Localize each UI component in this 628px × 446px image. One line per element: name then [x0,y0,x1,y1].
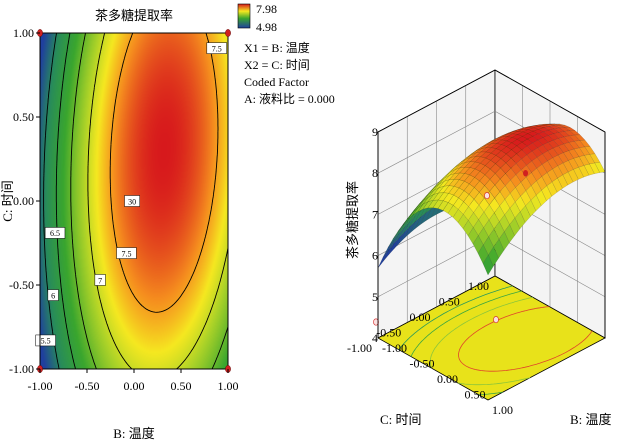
x-tick-label-0: -1.00 [28,379,53,393]
contour-chart: 茶多糖提取率 7.5 30 7.5 7 6.5 6 5.5 -1.00 -0.50 0.00 0.… [0,8,239,441]
legend-line-3: Coded Factor [244,75,309,89]
c-tick-label-0: 1.00 [468,279,489,293]
c-axis-ticks: 1.000.500.00-0.50-1.00 [347,279,489,355]
colorbar: 7.98 4.98 [237,2,277,34]
svg-text:7.5: 7.5 [212,44,222,53]
floor-contour-3 [458,306,593,372]
svg-text:7: 7 [98,276,102,285]
contour-label-1: 30 [124,195,140,207]
x-tick-label-2: 0.00 [124,379,145,393]
x-tick-label-4: 1.00 [218,379,239,393]
design-point-1 [225,29,231,37]
floor-contour-0 [398,285,513,350]
c-tick-label-2: 0.00 [410,310,431,324]
colorbar-max-label: 7.98 [256,2,277,16]
z-tick-label-0: 4 [372,331,378,345]
c-axis-label: C: 时间 [380,412,422,427]
x-tick-label-3: 0.50 [171,379,192,393]
b-tick-label-4: 1.00 [492,403,513,417]
response-surface [373,123,606,326]
contour-label-4: 6.5 [44,227,66,239]
y-tick-label-1: -0.50 [9,278,34,292]
contour-label-3: 7 [94,274,106,286]
floor-plane [377,275,606,401]
y-tick-label-2: 0.00 [13,194,34,208]
contour-label-0: 7.5 [206,42,227,54]
peak-point [523,170,529,177]
z-axis-label: 茶多糖提取率 [345,181,360,259]
z-tick-label-3: 7 [372,207,378,221]
contour-label-5: 6 [47,289,59,301]
z-tick-label-4: 8 [372,166,378,180]
svg-text:30: 30 [128,197,136,206]
contour-label-2: 7.5 [116,247,137,259]
y-tick-label-3: 0.50 [13,110,34,124]
legend-line-4: A: 液料比 = 0.000 [244,91,335,106]
edge-point-bottom [373,318,379,326]
svg-text:7.5: 7.5 [121,249,131,258]
y-tick-label-4: 1.00 [13,26,34,40]
b-tick-label-0: -1.00 [382,341,407,355]
factor-legend: X1 = B: 温度 X2 = C: 时间 Coded Factor A: 液料… [244,40,335,106]
floor-contour-1 [410,290,522,396]
y-axis-ticks: -1.00 -0.50 0.00 0.50 1.00 [9,26,40,376]
contour-line-1 [55,33,76,369]
z-axis-ticks: 4 5 6 7 8 9 [372,125,378,345]
svg-text:6.5: 6.5 [50,229,60,238]
y-axis-label: C: 时间 [0,180,15,222]
contour-title: 茶多糖提取率 [95,8,173,23]
axes-3d [377,69,606,338]
contour-line-2 [70,33,228,369]
x-tick-label-1: -0.50 [75,379,100,393]
x-axis-label: B: 温度 [113,426,155,441]
legend-line-1: X1 = B: 温度 [244,40,310,55]
b-tick-label-1: -0.50 [410,357,435,371]
c-tick-label-3: -0.50 [376,326,401,340]
colorbar-gradient [237,3,251,29]
colorbar-min-label: 4.98 [256,20,277,34]
edge-point-right [493,316,499,324]
floor-contour-2 [429,296,533,386]
c-tick-label-4: -1.00 [347,341,372,355]
x-axis-ticks: -1.00 -0.50 0.00 0.50 1.00 [28,369,239,393]
svg-text:6: 6 [51,291,55,300]
b-tick-label-3: 0.50 [465,388,486,402]
contour-label-6: 5.5 [35,334,56,347]
contour-labels: 7.5 30 7.5 7 6.5 6 5.5 [35,42,227,347]
edge-point-left [484,192,490,200]
contour-line-4 [109,33,219,313]
b-axis-ticks: -1.00-0.500.00 0.50 1.00 [382,341,513,417]
z-tick-label-1: 5 [372,290,378,304]
z-tick-label-2: 6 [372,249,378,263]
svg-text:5.5: 5.5 [41,337,51,346]
legend-line-2: X2 = C: 时间 [244,58,310,72]
b-tick-label-2: 0.00 [437,372,458,386]
b-axis-label: B: 温度 [570,412,612,427]
y-tick-label-0: -1.00 [9,362,34,376]
z-tick-label-5: 9 [372,125,378,139]
c-tick-label-1: 0.50 [439,295,460,309]
